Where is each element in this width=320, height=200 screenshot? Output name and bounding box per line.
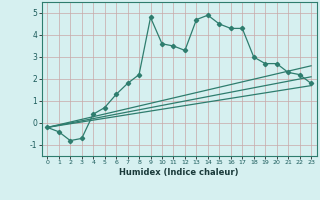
- X-axis label: Humidex (Indice chaleur): Humidex (Indice chaleur): [119, 168, 239, 177]
